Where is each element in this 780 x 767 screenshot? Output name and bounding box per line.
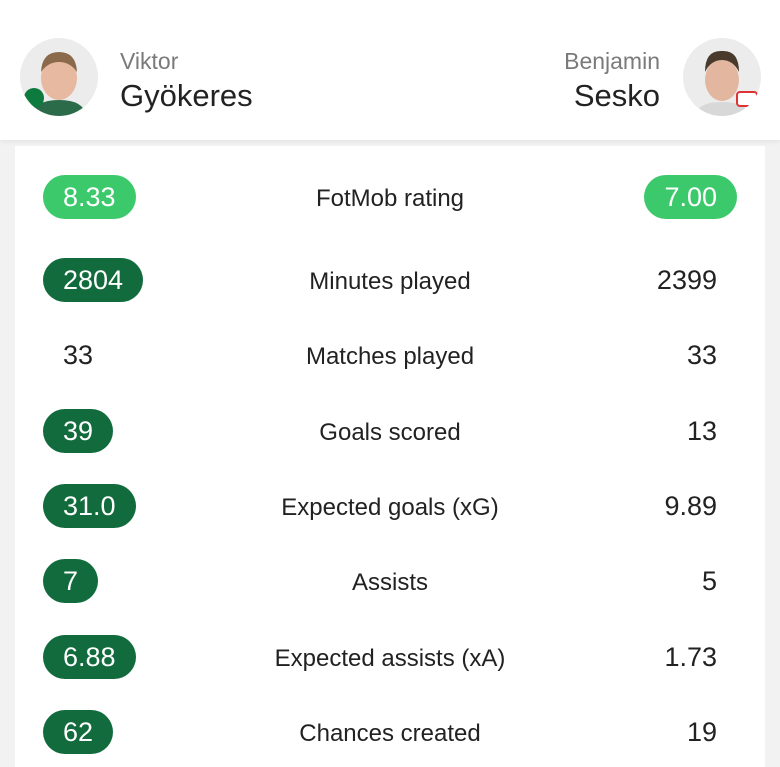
stat-row: 7 Assists 5 (15, 556, 765, 606)
left-value: 7 (43, 559, 99, 603)
stat-label: Expected goals (xG) (281, 494, 499, 521)
last-name: Sesko (573, 78, 660, 113)
stat-label: Matches played (305, 343, 475, 370)
right-value: 9.89 (664, 491, 717, 521)
player-avatar[interactable] (683, 38, 761, 116)
left-value: 33 (63, 340, 94, 370)
stat-row: 39 Goals scored 13 (15, 406, 765, 456)
right-value: 1.73 (664, 642, 717, 672)
right-value: 2399 (656, 265, 717, 295)
stat-row: 8.33 FotMob rating 7.00 (15, 172, 765, 222)
right-value: 5 (701, 566, 717, 596)
right-value: 7.00 (644, 175, 737, 219)
stat-row: 33 Matches played 33 (15, 330, 765, 380)
first-name: Viktor (120, 48, 179, 74)
left-value: 39 (43, 409, 114, 453)
left-value: 2804 (43, 258, 144, 302)
stat-row: 2804 Minutes played 2399 (15, 255, 765, 305)
left-value: 62 (43, 710, 114, 754)
left-value: 31.0 (43, 484, 136, 528)
stat-label: Expected assists (xA) (274, 645, 506, 672)
last-name: Gyökeres (120, 78, 253, 113)
player-avatar[interactable] (20, 38, 98, 116)
header: Viktor Gyökeres Benjamin Sesko (0, 0, 780, 140)
left-value: 6.88 (43, 635, 136, 679)
avatar-image (695, 50, 758, 116)
avatar-image (24, 52, 86, 116)
stat-label: Goals scored (319, 419, 461, 446)
stat-label: FotMob rating (315, 185, 465, 212)
left-value: 8.33 (43, 175, 136, 219)
right-value: 33 (686, 340, 717, 370)
stat-label: Assists (351, 569, 428, 596)
stats-card: 8.33 FotMob rating 7.00 2804 Minutes played 2… (15, 146, 765, 767)
stat-label: Minutes played (309, 268, 471, 295)
right-value: 13 (686, 416, 717, 446)
right-value: 19 (686, 717, 717, 747)
stat-row: 31.0 Expected goals (xG) 9.89 (15, 481, 765, 531)
first-name: Benjamin (564, 48, 660, 74)
stat-row: 6.88 Expected assists (xA) 1.73 (15, 632, 765, 682)
stat-label: Chances created (299, 720, 481, 747)
stat-row: 62 Chances created 19 (15, 707, 765, 757)
